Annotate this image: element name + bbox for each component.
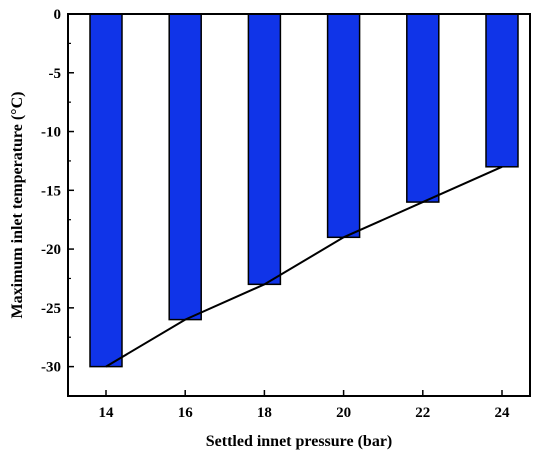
y-tick-label: -25 bbox=[41, 301, 61, 317]
bar-14 bbox=[89, 13, 123, 368]
bar-18 bbox=[247, 13, 282, 286]
y-tick-label: -10 bbox=[41, 125, 61, 141]
bar-22 bbox=[406, 13, 440, 203]
x-tick-label: 22 bbox=[415, 405, 430, 421]
x-tick-label: 16 bbox=[178, 405, 194, 421]
x-axis-title: Settled innet pressure (bar) bbox=[206, 433, 393, 450]
bar-16 bbox=[168, 13, 202, 321]
y-tick-label: -20 bbox=[41, 242, 61, 258]
x-tick-label: 14 bbox=[99, 405, 115, 421]
bars-group bbox=[89, 13, 519, 368]
y-tick-label: -5 bbox=[49, 66, 62, 82]
bar-24 bbox=[485, 13, 519, 168]
x-axis: 14 16 18 20 22 24 bbox=[99, 390, 511, 421]
plot-frame bbox=[67, 13, 531, 397]
x-tick-label: 20 bbox=[336, 405, 351, 421]
trend-line bbox=[105, 165, 503, 368]
x-tick-label: 18 bbox=[257, 405, 272, 421]
bar-20 bbox=[326, 13, 361, 239]
y-tick-label: 0 bbox=[54, 7, 62, 23]
y-tick-label: -15 bbox=[41, 183, 61, 199]
y-tick-label: -30 bbox=[41, 360, 61, 376]
y-axis-title: Maximum inlet temperature (°C) bbox=[9, 92, 26, 319]
x-tick-label: 24 bbox=[495, 405, 511, 421]
y-axis: 0 -5 -10 -15 -20 -25 -30 bbox=[41, 7, 74, 376]
